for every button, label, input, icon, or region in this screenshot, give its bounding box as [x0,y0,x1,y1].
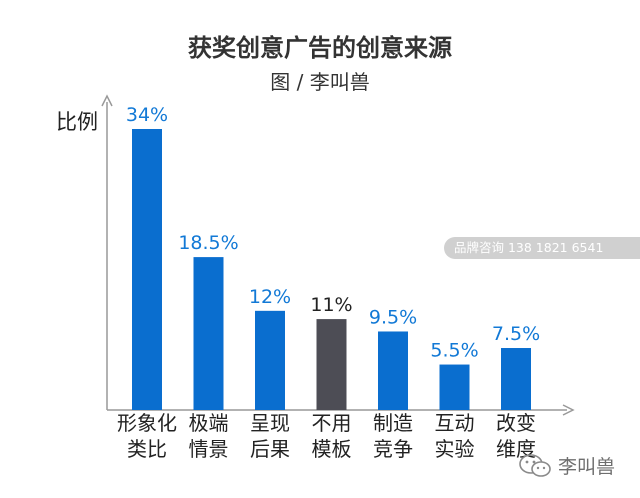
x-tick-label-0-1: 类比 [127,437,167,461]
x-tick-label-5-0: 互动 [435,411,475,435]
bar-4 [378,331,408,410]
x-tick-label-6-0: 改变 [496,411,536,435]
bar-6 [501,348,531,410]
x-tick-label-1-1: 情景 [189,437,229,461]
brand-badge: 李叫兽 [518,452,615,479]
bar-3 [316,319,347,410]
data-label-6: 7.5% [492,323,540,345]
data-label-3: 11% [310,294,352,316]
x-tick-label-4-1: 竞争 [373,437,413,461]
bar-2 [255,310,285,410]
x-axis-arrow [562,404,575,416]
bar-1 [193,257,224,410]
chart-subtitle: 图 / 李叫兽 [270,70,370,94]
x-tick-label-0-0: 形象化 [117,411,177,435]
data-label-4: 9.5% [369,306,417,328]
chart-title: 获奖创意广告的创意来源 [188,34,452,62]
x-tick-label-3-0: 不用 [312,411,352,435]
x-tick-label-3-1: 模板 [312,437,352,461]
data-label-1: 18.5% [178,232,238,254]
data-label-5: 5.5% [430,340,478,362]
brand-name: 李叫兽 [558,456,616,478]
bar-5 [439,364,470,410]
x-tick-label-6-1: 维度 [496,437,536,461]
x-tick-label-2-0: 呈现 [250,411,290,435]
y-axis-label: 比例 [56,110,98,134]
watermark-contact: 品牌咨询 138 1821 6541 [444,237,640,259]
x-tick-label-4-0: 制造 [373,411,413,435]
y-axis-arrow [101,94,113,107]
wechat-icon [519,453,551,477]
data-label-0: 34% [126,104,168,126]
x-tick-label-2-1: 后果 [250,437,290,461]
bar-0 [132,129,162,410]
x-tick-label-1-0: 极端 [189,411,229,435]
data-label-2: 12% [249,286,291,308]
x-tick-label-5-1: 实验 [435,437,475,461]
